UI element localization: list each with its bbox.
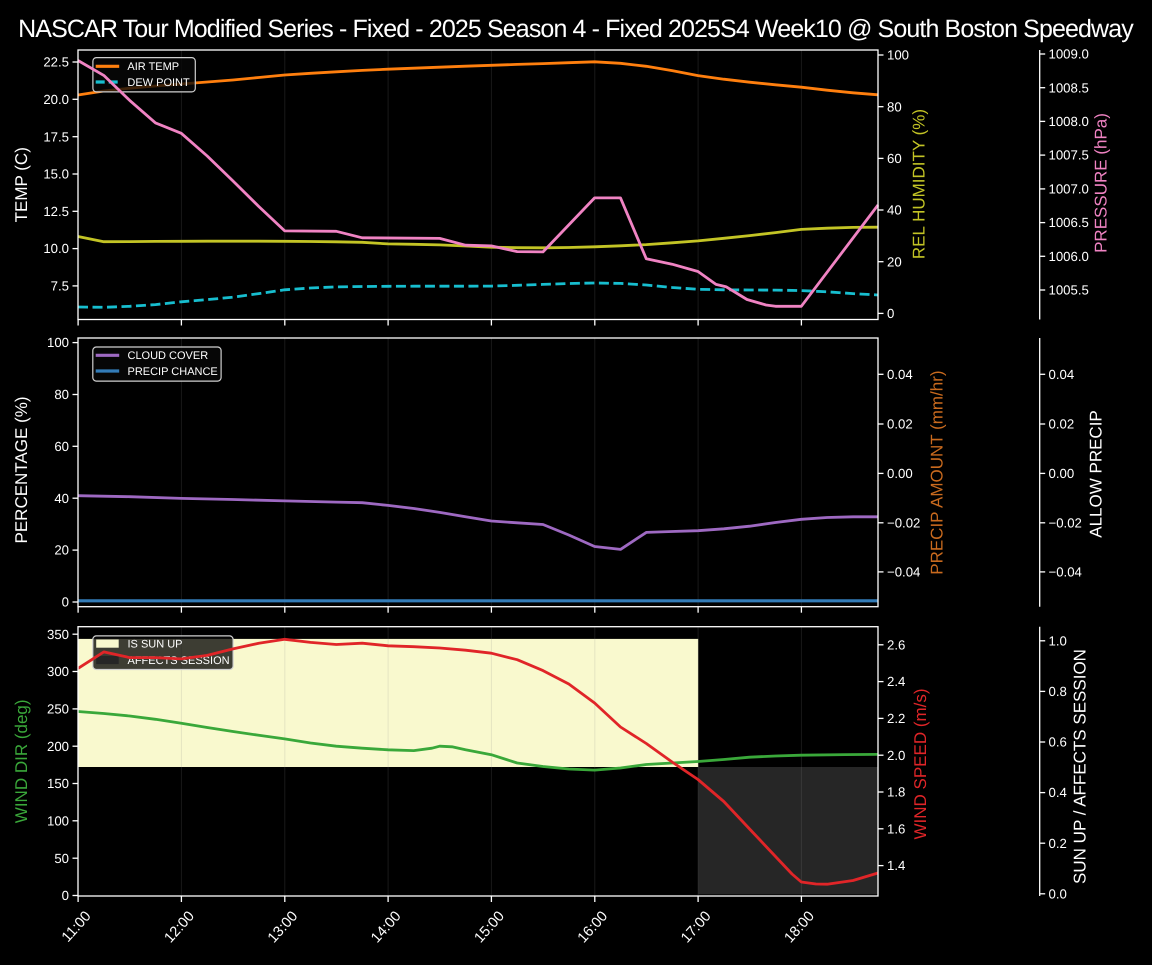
svg-text:1008.5: 1008.5 [1049,80,1089,95]
svg-text:0.02: 0.02 [1049,417,1075,432]
svg-text:100: 100 [887,48,909,63]
svg-text:300: 300 [47,664,69,679]
svg-text:1009.0: 1009.0 [1049,47,1089,62]
svg-text:80: 80 [887,99,902,114]
svg-text:2.4: 2.4 [887,674,905,689]
svg-text:2.6: 2.6 [887,637,905,652]
svg-text:CLOUD COVER: CLOUD COVER [128,350,209,362]
svg-text:15.0: 15.0 [43,167,69,182]
svg-text:17.5: 17.5 [43,129,69,144]
svg-text:WIND DIR (deg): WIND DIR (deg) [12,699,31,823]
svg-text:0.04: 0.04 [1049,367,1075,382]
svg-text:20.0: 20.0 [43,92,69,107]
svg-text:WIND SPEED (m/s): WIND SPEED (m/s) [911,688,930,839]
svg-text:SUN UP / AFFECTS SESSION: SUN UP / AFFECTS SESSION [1071,649,1090,884]
svg-text:0.0: 0.0 [1049,886,1067,901]
svg-text:250: 250 [47,702,69,717]
svg-text:0.00: 0.00 [887,466,913,481]
svg-text:ALLOW PRECIP: ALLOW PRECIP [1087,410,1106,538]
svg-text:20: 20 [887,254,902,269]
svg-text:0: 0 [62,888,69,903]
svg-text:60: 60 [887,151,902,166]
svg-text:PRESSURE (hPa): PRESSURE (hPa) [1092,113,1111,253]
svg-text:40: 40 [54,491,69,506]
svg-text:7.5: 7.5 [51,279,69,294]
svg-text:TEMP (C): TEMP (C) [12,147,31,222]
svg-text:0: 0 [62,595,69,610]
svg-text:−0.04: −0.04 [887,565,920,580]
svg-text:NASCAR Tour Modified Series -: NASCAR Tour Modified Series - Fixed - 20… [18,15,1134,43]
svg-text:50: 50 [54,851,69,866]
svg-text:20: 20 [54,543,69,558]
svg-text:200: 200 [47,739,69,754]
svg-text:40: 40 [887,203,902,218]
svg-text:IS SUN UP: IS SUN UP [128,639,183,651]
svg-text:PRECIP CHANCE: PRECIP CHANCE [128,366,218,378]
svg-text:1.0: 1.0 [1049,633,1067,648]
svg-text:150: 150 [47,776,69,791]
svg-text:2.0: 2.0 [887,748,905,763]
svg-text:22.5: 22.5 [43,55,69,70]
svg-text:−0.04: −0.04 [1049,565,1082,580]
svg-text:0.6: 0.6 [1049,735,1067,750]
svg-text:0.02: 0.02 [887,417,913,432]
svg-text:1.6: 1.6 [887,821,905,836]
svg-text:AIR TEMP: AIR TEMP [127,61,179,73]
svg-text:100: 100 [47,335,69,350]
svg-text:0.8: 0.8 [1049,684,1067,699]
svg-text:DEW POINT: DEW POINT [127,77,190,89]
svg-text:1005.5: 1005.5 [1049,283,1089,298]
svg-text:80: 80 [54,387,69,402]
svg-text:REL HUMIDITY (%): REL HUMIDITY (%) [910,109,929,259]
svg-text:2.2: 2.2 [887,711,905,726]
svg-text:0.00: 0.00 [1049,466,1075,481]
svg-text:60: 60 [54,439,69,454]
svg-text:0.2: 0.2 [1049,836,1067,851]
svg-text:100: 100 [47,813,69,828]
svg-text:1008.0: 1008.0 [1049,114,1089,129]
svg-text:1.4: 1.4 [887,858,905,873]
svg-text:1.8: 1.8 [887,785,905,800]
svg-text:0.4: 0.4 [1049,785,1067,800]
svg-text:0: 0 [887,306,894,321]
svg-text:−0.02: −0.02 [1049,515,1082,530]
svg-text:0.04: 0.04 [887,367,913,382]
svg-text:1006.5: 1006.5 [1049,215,1089,230]
svg-text:350: 350 [47,627,69,642]
svg-text:1006.0: 1006.0 [1049,249,1089,264]
svg-text:PRECIP AMOUNT (mm/hr): PRECIP AMOUNT (mm/hr) [928,370,947,574]
svg-text:12.5: 12.5 [43,204,69,219]
svg-text:−0.02: −0.02 [887,515,920,530]
svg-text:1007.5: 1007.5 [1049,148,1089,163]
svg-text:10.0: 10.0 [43,241,69,256]
svg-text:1007.0: 1007.0 [1049,182,1089,197]
svg-text:PERCENTAGE (%): PERCENTAGE (%) [12,396,31,543]
